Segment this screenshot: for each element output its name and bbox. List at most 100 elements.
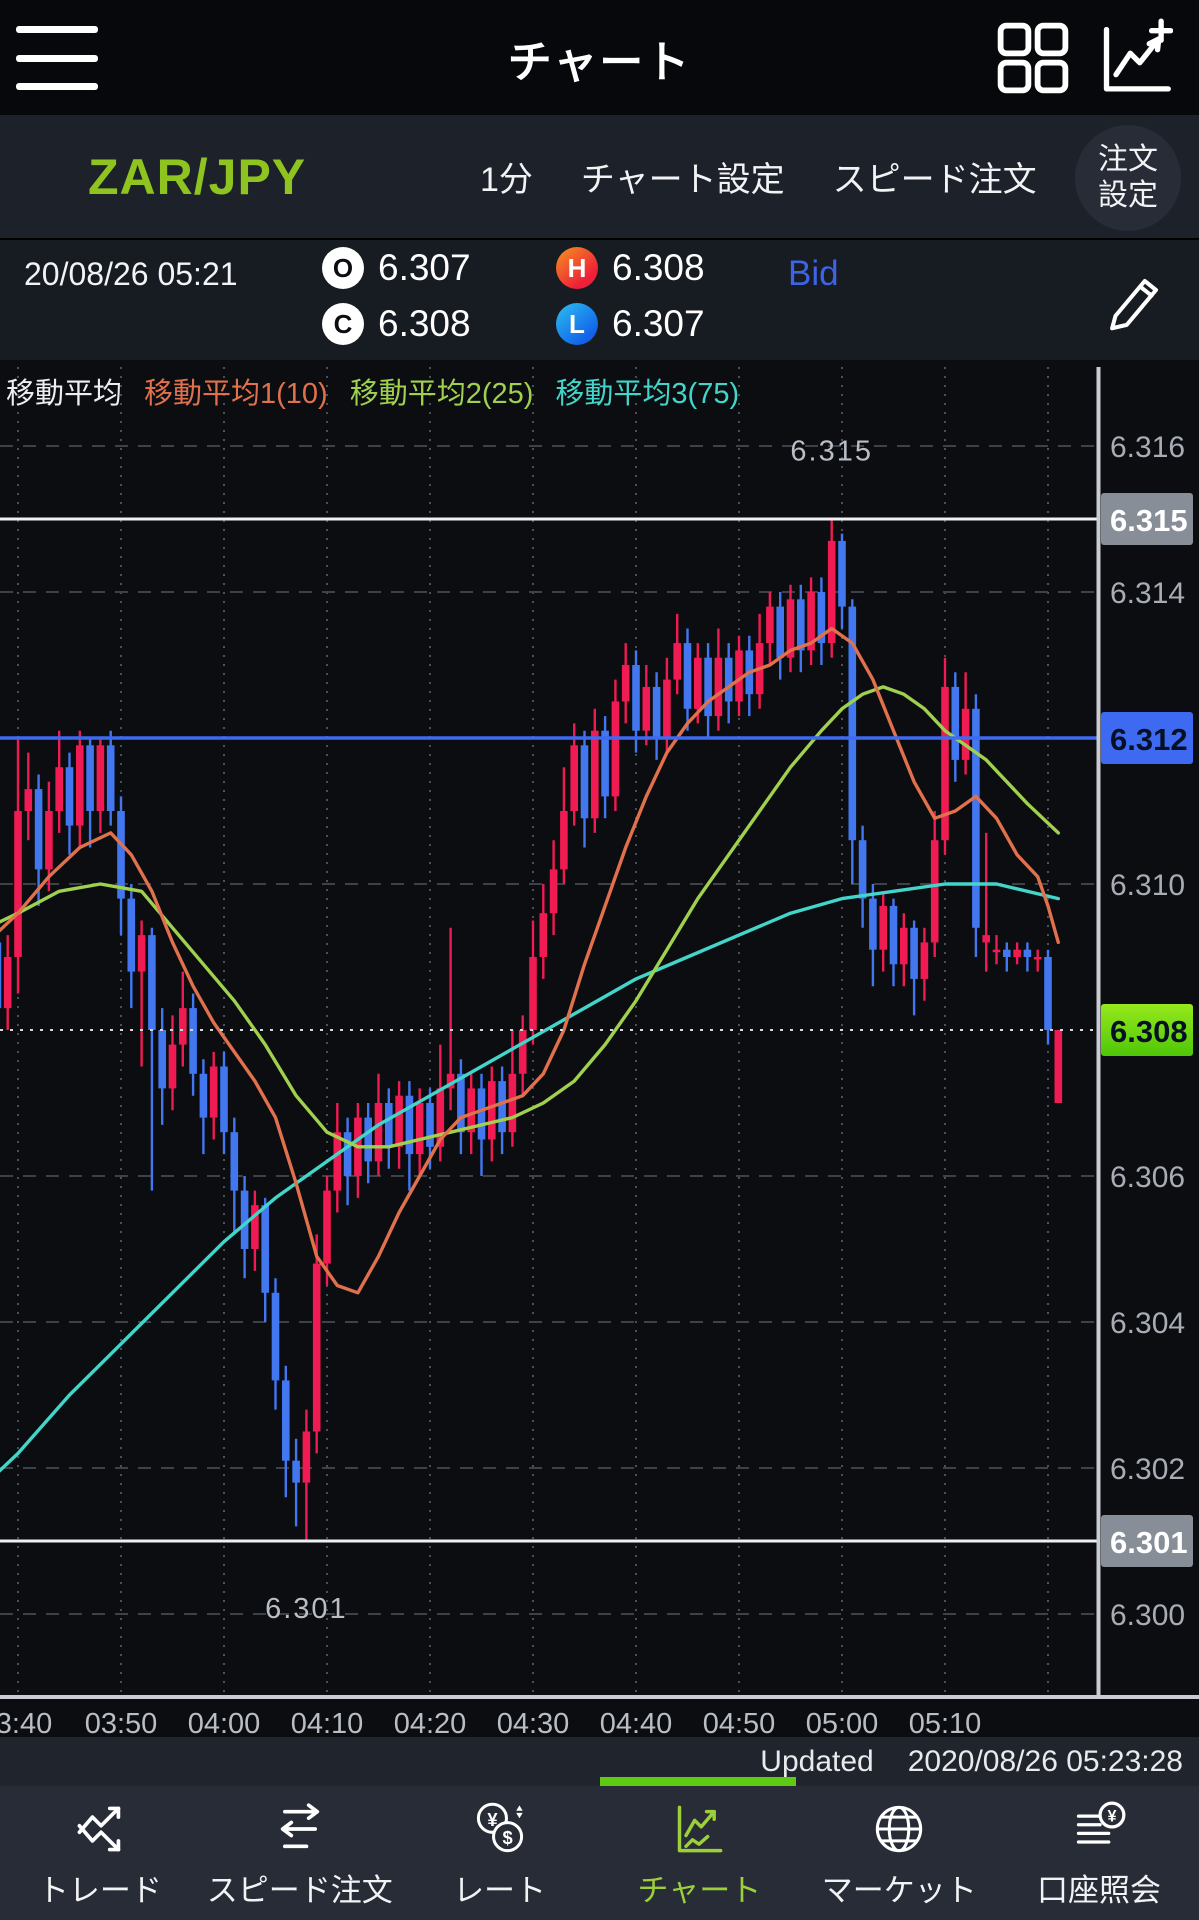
candle-body — [292, 1460, 300, 1483]
candle-body — [930, 840, 939, 943]
candle-body — [220, 1066, 228, 1133]
candle-body — [189, 1008, 197, 1074]
updated-timestamp: 2020/08/26 05:23:28 — [907, 1745, 1183, 1778]
candle-body — [611, 701, 620, 797]
price-chart[interactable]: 6.316 6.315 6.314 6.312 6.310 6.308 6.306 6.304… — [0, 360, 1199, 1737]
candle-body — [1044, 957, 1052, 1030]
candle-body — [786, 599, 795, 658]
y-axis-label-box — [1101, 712, 1193, 764]
candlestick-chart-canvas[interactable]: 6.316 6.315 6.314 6.312 6.310 6.308 6.306 6.304… — [0, 360, 1199, 1737]
y-axis-label: 6.314 — [1110, 577, 1185, 610]
candle-body — [694, 657, 702, 709]
nav-item-account[interactable]: ¥ 口座照会 — [999, 1786, 1199, 1920]
x-axis-label: 04:40 — [600, 1708, 673, 1737]
chart-settings-button[interactable]: チャート設定 — [580, 161, 785, 199]
candle-body — [96, 745, 105, 811]
timeframe-button[interactable]: 1分 — [480, 161, 533, 199]
candle-body — [838, 540, 846, 607]
trade-icon — [72, 1797, 128, 1855]
candle-body — [457, 1073, 465, 1133]
menu-icon[interactable] — [16, 26, 98, 90]
candle-body — [632, 665, 640, 731]
grid-layout-icon[interactable] — [995, 20, 1071, 96]
candle-body — [3, 957, 12, 1009]
candle-body — [240, 1190, 249, 1249]
candle-body — [24, 789, 33, 811]
candle-body — [941, 686, 949, 841]
candle-body — [776, 606, 784, 658]
candle-body — [673, 643, 681, 680]
updated-label: Updated — [760, 1745, 874, 1778]
x-axis-label: 05:10 — [909, 1708, 982, 1737]
page-title: チャート — [507, 37, 692, 87]
candle-body — [735, 650, 743, 702]
active-tab-indicator — [600, 1777, 796, 1786]
candle-body — [158, 1030, 166, 1089]
candle-body — [436, 1088, 445, 1147]
nav-item-rate[interactable]: ¥ $ レート — [400, 1786, 600, 1920]
close-value: 6.308 — [378, 303, 471, 344]
candle-body — [34, 789, 43, 870]
candle-body — [549, 869, 558, 914]
candle-body — [106, 745, 115, 811]
market-globe-icon — [872, 1797, 926, 1855]
new-chart-icon[interactable] — [1097, 18, 1173, 96]
x-axis-label: 04:30 — [497, 1708, 570, 1737]
bid-toggle[interactable]: Bid — [788, 254, 839, 293]
candle-body — [869, 898, 877, 950]
candle-datetime: 20/08/26 05:21 — [24, 256, 238, 292]
candle-body — [364, 1117, 372, 1162]
svg-text:¥: ¥ — [487, 1808, 498, 1829]
ma-line-3 — [0, 882, 1060, 1473]
nav-item-trade[interactable]: トレード — [0, 1786, 200, 1920]
svg-text:$: $ — [502, 1827, 512, 1848]
candle-body — [65, 767, 74, 826]
candle-body — [488, 1081, 496, 1140]
ma-legend: 移動平均 移動平均1(10) 移動平均2(25) 移動平均3(75) — [6, 370, 739, 412]
low-badge: L — [556, 303, 598, 345]
low-value: 6.307 — [612, 303, 705, 344]
status-bar: Updated 2020/08/26 05:23:28 — [0, 1737, 1199, 1786]
candle-body — [683, 643, 692, 709]
y-axis-label: 6.302 — [1110, 1453, 1185, 1486]
candle-body — [529, 957, 537, 1030]
y-axis-label: 6.310 — [1110, 869, 1185, 902]
candle-body — [14, 811, 22, 957]
candle-body — [426, 1103, 434, 1147]
candle-body — [518, 1030, 527, 1074]
candle-body — [446, 1073, 455, 1089]
candle-body — [1054, 1030, 1063, 1103]
y-axis-label: 6.300 — [1110, 1599, 1185, 1632]
nav-item-chart[interactable]: チャート — [599, 1786, 799, 1920]
nav-item-speed-order[interactable]: スピード注文 — [200, 1786, 400, 1920]
candle-body — [580, 745, 589, 819]
x-axis-label: 04:50 — [703, 1708, 776, 1737]
candle-body — [560, 811, 568, 870]
candle-body — [209, 1066, 218, 1118]
candle-body — [271, 1292, 280, 1381]
chart-icon — [671, 1797, 727, 1855]
ma1-legend-label: 移動平均1(10) — [144, 378, 328, 410]
candle-body — [797, 599, 805, 651]
order-settings-button[interactable]: 注文 設定 — [1075, 125, 1181, 231]
candle-body — [858, 840, 867, 899]
speed-order-button[interactable]: スピード注文 — [832, 161, 1037, 199]
currency-pair[interactable]: ZAR/JPY — [88, 148, 307, 205]
candle-body — [889, 905, 898, 965]
candle-body — [508, 1073, 517, 1133]
candle-body — [951, 686, 960, 760]
candle-body — [1023, 949, 1032, 957]
y-axis-label-box — [1101, 1004, 1193, 1056]
candle-body — [415, 1103, 424, 1155]
y-axis-label-box — [1101, 493, 1193, 545]
nav-item-market[interactable]: マーケット — [799, 1786, 999, 1920]
candle-body — [714, 657, 723, 717]
candle-body — [251, 1205, 259, 1249]
x-axis-label: 04:00 — [188, 1708, 261, 1737]
candle-body — [45, 811, 53, 870]
candle-body — [0, 942, 2, 1009]
candle-body — [55, 767, 63, 811]
draw-pencil-icon[interactable] — [1091, 254, 1167, 344]
candle-body — [137, 935, 146, 972]
price-annotation: 6.301 — [265, 1593, 348, 1625]
